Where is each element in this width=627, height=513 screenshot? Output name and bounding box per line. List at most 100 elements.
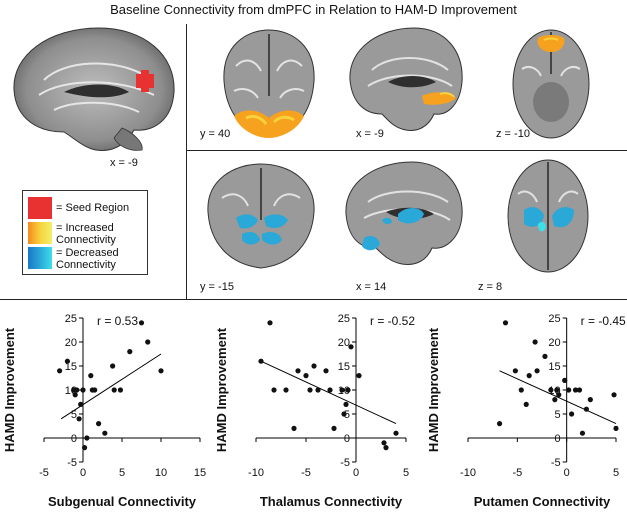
data-point: [341, 411, 347, 417]
data-point: [271, 387, 277, 393]
data-point: [92, 387, 98, 393]
data-point: [72, 392, 78, 398]
data-point: [534, 368, 540, 374]
y-tick-label: 25: [65, 313, 77, 325]
data-point: [283, 387, 289, 393]
data-point: [339, 387, 345, 393]
y-axis-label: HAMD Improvement: [214, 327, 229, 452]
decreased-axial-brain: [507, 159, 589, 273]
data-point: [556, 392, 562, 398]
y-tick-label: -5: [340, 457, 350, 469]
data-point: [315, 387, 321, 393]
legend-item-increased: = Increased Connectivity: [28, 222, 116, 246]
legend: = Seed Region = Increased Connectivity =…: [22, 190, 148, 275]
decreased-coronal-brain: [207, 163, 315, 269]
seed-swatch: [28, 197, 52, 219]
legend-label: = Seed Region: [56, 202, 130, 214]
y-tick-label: 15: [548, 361, 560, 373]
data-point: [348, 344, 354, 350]
y-tick-label: -5: [551, 457, 561, 469]
data-point: [532, 339, 538, 345]
regression-line: [260, 360, 397, 425]
y-tick-label: 25: [548, 313, 560, 325]
x-tick-label: 15: [194, 467, 206, 479]
data-point: [526, 373, 532, 379]
data-point: [57, 368, 63, 374]
divider-horizontal-bottom: [0, 299, 627, 300]
x-tick-label: -5: [301, 467, 311, 479]
data-point: [327, 387, 333, 393]
data-point: [291, 425, 297, 431]
data-point: [80, 387, 86, 393]
decreased-sagittal-brain: [345, 161, 463, 265]
data-point: [345, 387, 351, 393]
data-point: [102, 430, 108, 436]
data-point: [548, 387, 554, 393]
data-point: [76, 416, 82, 422]
seed-sagittal-brain: [13, 27, 175, 151]
data-point: [303, 373, 309, 379]
y-tick-label: 5: [344, 409, 350, 421]
y-tick-label: 5: [71, 409, 77, 421]
data-point: [393, 430, 399, 436]
x-axis-label: Thalamus Connectivity: [260, 494, 403, 509]
y-tick-label: -5: [67, 457, 77, 469]
data-point: [64, 358, 70, 364]
data-point: [127, 349, 133, 355]
y-axis-label: HAMD Improvement: [2, 327, 17, 452]
x-tick-label: 0: [564, 467, 570, 479]
data-point: [587, 397, 593, 403]
decreased-view-coordinate-3: z = 8: [478, 281, 503, 293]
data-point: [145, 339, 151, 345]
data-point: [523, 401, 529, 407]
decreased-swatch: [28, 247, 52, 269]
x-tick-label: 0: [353, 467, 359, 479]
x-axis-label: Putamen Connectivity: [474, 494, 611, 509]
increased-view-coordinate-3: z = -10: [496, 128, 530, 140]
data-point: [311, 363, 317, 369]
increased-swatch: [28, 222, 52, 244]
data-point: [138, 320, 145, 326]
y-tick-label: 20: [65, 337, 77, 349]
x-tick-label: 5: [119, 467, 125, 479]
data-point: [74, 387, 80, 393]
data-point: [78, 401, 84, 407]
x-tick-label: 5: [613, 467, 619, 479]
data-point: [579, 430, 586, 436]
x-tick-label: 10: [155, 467, 167, 479]
seed-view-coordinate: x = -9: [110, 157, 138, 169]
y-axis-label: HAMD Improvement: [426, 327, 441, 452]
data-point: [496, 421, 503, 427]
data-point: [502, 320, 509, 326]
correlation-label: r = 0.53: [97, 314, 138, 328]
data-point: [307, 387, 313, 393]
data-point: [512, 368, 518, 374]
data-point: [158, 368, 164, 374]
data-point: [323, 368, 329, 374]
increased-sagittal-brain: [349, 27, 463, 131]
correlation-label: r = -0.45: [581, 314, 626, 328]
y-tick-label: 20: [548, 337, 560, 349]
data-point: [552, 397, 558, 403]
data-point: [576, 387, 583, 393]
decreased-view-coordinate-1: y = -15: [200, 281, 234, 293]
data-point: [267, 320, 273, 326]
data-point: [611, 392, 617, 398]
x-axis-label: Subgenual Connectivity: [48, 494, 197, 509]
increased-view-coordinate-2: x = -9: [356, 128, 384, 140]
x-tick-label: -5: [39, 467, 49, 479]
data-point: [96, 421, 102, 427]
increased-view-coordinate-1: y = 40: [200, 128, 231, 140]
x-tick-label: 0: [80, 467, 86, 479]
divider-vertical: [186, 24, 187, 299]
data-point: [566, 387, 572, 393]
data-point: [383, 445, 389, 451]
data-point: [356, 373, 362, 379]
x-tick-label: -10: [460, 467, 476, 479]
data-point: [569, 411, 575, 417]
legend-label: = Increased Connectivity: [56, 222, 116, 246]
decreased-view-coordinate-2: x = 14: [356, 281, 387, 293]
data-point: [295, 368, 301, 374]
